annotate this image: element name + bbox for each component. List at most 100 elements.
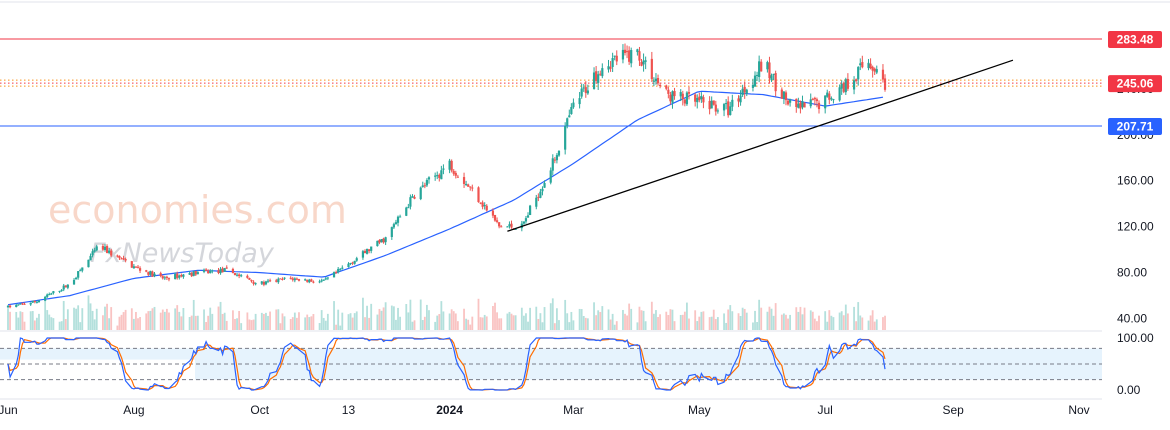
volume-bar (151, 308, 154, 330)
volume-bar (716, 317, 719, 330)
candle-body (279, 278, 282, 280)
volume-bar (787, 318, 789, 330)
candle-body (153, 273, 156, 277)
volume-bar (221, 313, 224, 330)
volume-bar (50, 317, 53, 330)
candle-body (390, 227, 393, 237)
price-tick-label: 160.00 (1117, 174, 1154, 188)
volume-bar (149, 310, 152, 330)
volume-bar (712, 309, 715, 330)
candle-body (318, 281, 321, 283)
candle-body (335, 272, 338, 274)
volume-bar (306, 314, 309, 330)
volume-bar (304, 317, 307, 330)
candle-body (698, 96, 701, 101)
stoch-tick-100: 100.00 (1117, 331, 1154, 345)
volume-bar (566, 313, 569, 330)
volume-bar (543, 307, 546, 330)
volume-bar (205, 322, 208, 330)
volume-bar (537, 318, 540, 330)
candle-body (252, 281, 255, 284)
volume-bar (465, 318, 468, 330)
volume-bar (19, 311, 22, 330)
volume-bar (335, 324, 338, 330)
candle-body (493, 214, 497, 221)
candle-body (830, 98, 833, 100)
level-badges: 283.48 245.06 207.71 (1108, 30, 1162, 135)
candle-body (58, 290, 61, 292)
candle-body (103, 246, 107, 250)
volume-bar (66, 309, 69, 330)
volume-bar (15, 311, 18, 330)
volume-bar (176, 305, 179, 330)
candle-body (770, 75, 773, 81)
volume-bar (752, 322, 754, 330)
volume-bar (283, 316, 286, 330)
volume-bar (694, 310, 697, 330)
volume-bar (211, 313, 214, 330)
volume-bar (291, 317, 294, 330)
candle-body (8, 305, 12, 308)
volume-bar (469, 324, 472, 330)
volume-bar (153, 306, 156, 330)
volume-bar (467, 319, 470, 330)
candle-body (671, 91, 674, 103)
volume-bar (801, 314, 804, 330)
candle-body (813, 97, 816, 100)
candle-body (595, 71, 598, 81)
volume-bar (756, 322, 758, 330)
volume-bar (679, 314, 682, 330)
volume-bar (727, 309, 730, 330)
volume-bar (708, 317, 711, 330)
candle-body (434, 175, 437, 177)
level-badge-label-resistance: 283.48 (1117, 32, 1154, 46)
candle-body (739, 95, 742, 103)
candle-body (442, 168, 445, 170)
candle-body (528, 205, 532, 216)
candle-body (209, 270, 212, 274)
volume-bar (638, 306, 641, 330)
volume-bar (485, 316, 488, 330)
candle-body (485, 205, 488, 211)
candle-body (188, 273, 191, 275)
volume-bar (572, 320, 575, 330)
candle-body (881, 69, 885, 80)
volume-bar (754, 310, 756, 330)
candle-body (801, 101, 804, 108)
candle-body (60, 289, 63, 291)
time-axis[interactable]: Jun Aug Oct 13 2024 Mar May Jul Sep Nov (0, 398, 1102, 417)
candle-body (803, 102, 806, 108)
volume-bar (615, 321, 618, 330)
candle-body (250, 279, 253, 282)
candle-body (716, 110, 719, 112)
volume-bar (324, 320, 327, 330)
candle-body (275, 280, 278, 282)
volume-bar (580, 309, 583, 330)
candle-body (696, 97, 699, 103)
candle-body (29, 302, 32, 305)
volume-bar (811, 311, 814, 330)
candle-body (368, 249, 371, 252)
candle-body (134, 266, 138, 268)
candle-body (477, 187, 480, 203)
volume-bar (407, 312, 410, 330)
volume-bar (729, 305, 732, 330)
volume-bar (826, 321, 829, 330)
candle-body (19, 303, 22, 305)
candle-body (867, 62, 870, 69)
candle-body (110, 250, 113, 256)
candle-body (341, 267, 344, 269)
volume-bar (520, 307, 523, 330)
trendline[interactable] (507, 59, 1014, 232)
candle-body (448, 160, 451, 170)
volume-bar (527, 321, 529, 330)
volume-bar (882, 317, 884, 330)
volume-bar (671, 309, 674, 330)
volume-bar (875, 319, 878, 330)
time-label: Oct (250, 403, 269, 417)
volume-bar (816, 321, 818, 330)
candle-body (568, 115, 571, 118)
volume-bar (75, 308, 77, 330)
